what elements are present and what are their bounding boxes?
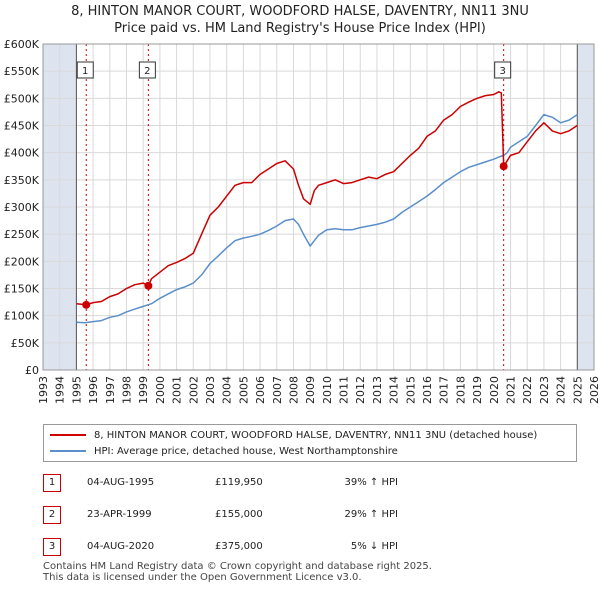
- price-chart: £0 £50K £100K £150K £200K £250K £300K £350K £400…: [4, 38, 600, 404]
- legend-item-hpi: HPI: Average price, detached house, West…: [50, 445, 398, 459]
- sale-marker-label: 2: [144, 66, 150, 77]
- sale-marker-box: [76, 61, 94, 79]
- y-tick-label: £350K: [4, 174, 40, 187]
- x-tick-label: 2011: [338, 376, 351, 404]
- x-tick-label: 2012: [354, 376, 367, 404]
- chart-title: 8, HINTON MANOR COURT, WOODFORD HALSE, D…: [71, 4, 529, 19]
- chart-subtitle: Price paid vs. HM Land Registry's House …: [114, 21, 486, 36]
- legend-label-property: 8, HINTON MANOR COURT, WOODFORD HALSE, D…: [94, 430, 538, 441]
- x-tick-label: 2015: [404, 376, 417, 404]
- y-tick-label: £50K: [11, 337, 40, 350]
- transaction-price: £119,950: [215, 477, 263, 488]
- x-tick-label: 2019: [471, 376, 484, 404]
- x-tick-label: 2017: [438, 376, 451, 404]
- x-tick-label: 2008: [287, 376, 300, 404]
- x-tick-label: 2026: [588, 376, 600, 404]
- sale-marker-box: [494, 61, 512, 79]
- legend-swatch-property: [50, 434, 86, 436]
- x-tick-label: 2000: [154, 376, 167, 404]
- sale-point: [144, 281, 153, 290]
- footer: Contains HM Land Registry data © Crown c…: [43, 561, 432, 583]
- legend: 8, HINTON MANOR COURT, WOODFORD HALSE, D…: [43, 424, 577, 462]
- y-tick-label: £550K: [4, 65, 40, 78]
- y-tick-label: £450K: [4, 120, 40, 133]
- x-tick-label: 2009: [304, 376, 317, 404]
- y-tick-label: £200K: [4, 255, 40, 268]
- y-tick-label: £600K: [4, 38, 40, 51]
- legend-swatch-hpi: [50, 450, 86, 452]
- transaction-hpi: 5% ↓ HPI: [350, 541, 398, 552]
- footer-licence: This data is licensed under the Open Gov…: [43, 572, 362, 583]
- y-tick-label: £100K: [4, 310, 40, 323]
- x-tick-label: 1996: [87, 376, 100, 404]
- x-tick-label: 1994: [54, 376, 67, 404]
- transaction-hpi: 39% ↑ HPI: [344, 477, 398, 488]
- legend-label-hpi: HPI: Average price, detached house, West…: [94, 446, 398, 457]
- transaction-price: £375,000: [215, 541, 263, 552]
- y-tick-label: £500K: [4, 92, 40, 105]
- x-tick-label: 1999: [137, 376, 150, 404]
- x-tick-label: 1993: [37, 376, 50, 404]
- x-tick-label: 2006: [254, 376, 267, 404]
- x-tick-label: 2010: [321, 376, 334, 404]
- x-tick-label: 2013: [371, 376, 384, 404]
- plot-border: [42, 43, 595, 371]
- y-tick-label: £150K: [4, 283, 40, 296]
- y-tick-label: £0: [25, 364, 39, 377]
- footer-copyright: Contains HM Land Registry data © Crown c…: [43, 561, 432, 572]
- sale-marker-label: 1: [82, 66, 88, 77]
- x-tick-label: 2022: [521, 376, 534, 404]
- sale-point: [82, 300, 91, 309]
- x-tick-label: 2024: [555, 376, 568, 404]
- hpi-series-line: [76, 113, 578, 324]
- x-tick-label: 1995: [70, 376, 83, 404]
- x-tick-label: 2004: [221, 376, 234, 404]
- transaction-date: 04-AUG-2020: [87, 541, 155, 552]
- transaction-date: 04-AUG-1995: [87, 477, 155, 488]
- transaction-number: 3: [43, 538, 61, 556]
- transaction-number: 1: [43, 474, 61, 492]
- transaction-hpi: 29% ↑ HPI: [344, 509, 398, 520]
- y-tick-label: £300K: [4, 201, 40, 214]
- sale-point: [499, 162, 508, 171]
- x-tick-label: 2018: [454, 376, 467, 404]
- x-tick-label: 2023: [538, 376, 551, 404]
- x-tick-label: 2020: [488, 376, 501, 404]
- x-tick-label: 2014: [388, 376, 401, 404]
- x-tick-label: 2021: [505, 376, 518, 404]
- property-series-line: [76, 91, 578, 306]
- x-tick-label: 2002: [187, 376, 200, 404]
- x-tick-label: 2016: [421, 376, 434, 404]
- x-tick-label: 2007: [271, 376, 284, 404]
- x-tick-label: 1997: [104, 376, 117, 404]
- x-tick-label: 2025: [571, 376, 584, 404]
- transaction-date: 23-APR-1999: [87, 509, 152, 520]
- transaction-number: 2: [43, 506, 61, 524]
- y-tick-label: £400K: [4, 147, 40, 160]
- x-tick-label: 2001: [171, 376, 184, 404]
- sale-marker-box: [138, 61, 156, 79]
- y-tick-label: £250K: [4, 228, 40, 241]
- x-tick-label: 2005: [237, 376, 250, 404]
- transaction-price: £155,000: [215, 509, 263, 520]
- sale-marker-label: 3: [499, 66, 505, 77]
- x-tick-label: 1998: [120, 376, 133, 404]
- x-tick-label: 2003: [204, 376, 217, 404]
- legend-item-property: 8, HINTON MANOR COURT, WOODFORD HALSE, D…: [50, 429, 537, 443]
